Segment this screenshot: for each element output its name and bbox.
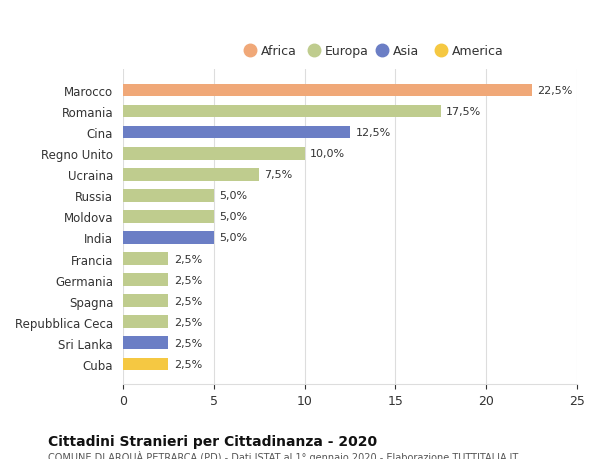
Text: 2,5%: 2,5% [174, 338, 202, 348]
Text: Africa: Africa [262, 45, 297, 58]
Text: 7,5%: 7,5% [265, 170, 293, 180]
Text: 22,5%: 22,5% [537, 86, 572, 96]
Text: 2,5%: 2,5% [174, 275, 202, 285]
Bar [123, 274, 168, 286]
Bar [123, 127, 350, 139]
Text: Asia: Asia [393, 45, 419, 58]
Bar [123, 295, 168, 307]
Bar [123, 147, 305, 160]
Text: 2,5%: 2,5% [174, 359, 202, 369]
Text: 2,5%: 2,5% [174, 296, 202, 306]
Bar [123, 168, 259, 181]
Text: 2,5%: 2,5% [174, 317, 202, 327]
Text: 12,5%: 12,5% [355, 128, 391, 138]
Text: 2,5%: 2,5% [174, 254, 202, 264]
Bar [123, 106, 441, 118]
Text: 5,0%: 5,0% [219, 233, 247, 243]
Text: 5,0%: 5,0% [219, 191, 247, 201]
Text: COMUNE DI ARQUÀ PETRARCA (PD) - Dati ISTAT al 1° gennaio 2020 - Elaborazione TUT: COMUNE DI ARQUÀ PETRARCA (PD) - Dati IST… [48, 450, 518, 459]
Text: 5,0%: 5,0% [219, 212, 247, 222]
Bar [123, 252, 168, 265]
Bar [123, 358, 168, 370]
Text: Cittadini Stranieri per Cittadinanza - 2020: Cittadini Stranieri per Cittadinanza - 2… [48, 434, 377, 448]
Bar [123, 337, 168, 349]
Text: 10,0%: 10,0% [310, 149, 345, 159]
Text: Europa: Europa [325, 45, 369, 58]
Bar [123, 84, 532, 97]
Text: America: America [452, 45, 504, 58]
Bar [123, 232, 214, 244]
Bar [123, 211, 214, 223]
Bar [123, 316, 168, 328]
Text: 17,5%: 17,5% [446, 107, 481, 117]
Bar [123, 190, 214, 202]
